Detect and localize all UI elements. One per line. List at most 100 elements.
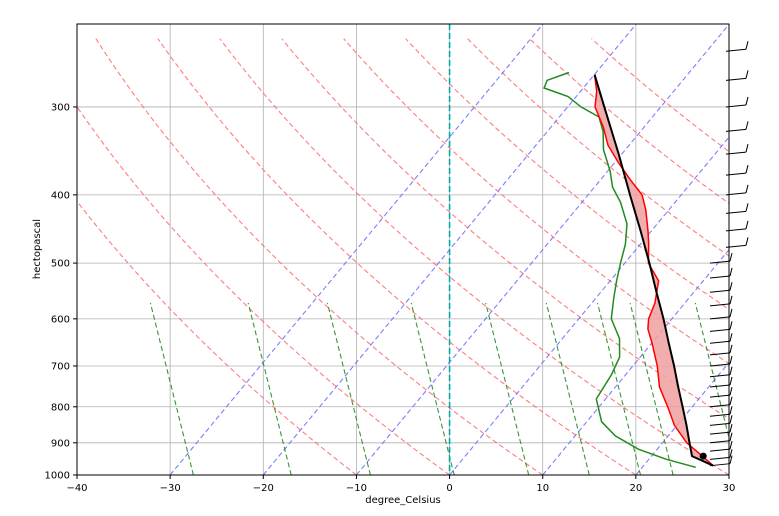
wind-barb-flag — [729, 424, 733, 433]
wind-barb-flag — [745, 165, 749, 174]
y-tick-label: 700 — [51, 361, 70, 372]
dry-adiabat-line — [343, 38, 729, 365]
wind-barb-staff — [725, 151, 747, 155]
wind-barb-flag — [729, 282, 733, 291]
mixing-ratio-line — [694, 302, 729, 441]
wind-barb-flag — [729, 252, 733, 262]
wind-barb-flag — [745, 70, 749, 79]
mixing-ratio-line — [326, 302, 371, 475]
wind-barb-staff — [709, 384, 731, 388]
x-tick-label: 0 — [446, 483, 452, 494]
wind-barb-flag — [745, 41, 749, 50]
wind-barb-staff — [709, 289, 731, 293]
wind-barb-flag — [729, 449, 733, 458]
wind-barb-staff — [709, 352, 731, 356]
wind-barb-staff — [709, 404, 731, 408]
wind-barb-flag — [729, 366, 733, 375]
temperature-line — [593, 74, 714, 467]
x-tick-label: −20 — [253, 483, 274, 494]
wind-barb-flag — [729, 376, 733, 386]
wind-barb-staff — [709, 340, 731, 344]
wind-barb-staff — [725, 48, 747, 52]
wind-barb-flag — [729, 432, 733, 441]
x-axis-label: degree_Celsius — [365, 495, 441, 506]
dry-adiabat-line — [157, 38, 637, 475]
wind-barb-flag — [729, 308, 733, 317]
mixing-ratio-line — [247, 302, 292, 475]
y-tick-label: 500 — [51, 259, 70, 270]
mixing-ratio-line — [485, 302, 530, 475]
wind-barb-flag — [745, 184, 749, 194]
wind-barb-flag — [729, 396, 733, 405]
dry-adiabat-line — [77, 200, 357, 475]
x-tick-label: 20 — [629, 483, 642, 494]
wind-barbs — [709, 41, 749, 467]
wind-barb-staff — [709, 456, 731, 460]
x-tick-label: −40 — [66, 483, 87, 494]
wind-barb-flag — [745, 237, 749, 246]
moist-adiabat-line — [728, 474, 729, 475]
y-tick-label: 900 — [51, 438, 70, 449]
wind-barb-staff — [709, 440, 731, 444]
wind-barb-flag — [729, 267, 733, 277]
wind-barb-flag — [729, 406, 733, 415]
x-tick-label: −30 — [160, 483, 181, 494]
mixing-ratio-line — [545, 302, 590, 475]
wind-barb-staff — [709, 260, 731, 264]
x-tick-label: 10 — [536, 483, 549, 494]
mixing-ratio-line — [629, 302, 674, 475]
y-tick-label: 300 — [51, 102, 70, 113]
wind-barb-flag — [745, 121, 749, 130]
wind-barb-flag — [729, 295, 733, 304]
mixing-ratio-line — [596, 302, 642, 475]
wind-barb-flag — [745, 143, 749, 153]
wind-barb-staff — [725, 228, 747, 232]
wind-barb-staff — [725, 172, 747, 176]
wind-barb-flag — [729, 321, 733, 330]
dry-adiabat-line — [77, 105, 450, 475]
moist-adiabat-line — [449, 136, 729, 475]
wind-barb-flag — [729, 386, 733, 396]
wind-barb-staff — [725, 244, 747, 248]
wind-barb-staff — [725, 104, 747, 108]
wind-barb-flag — [745, 203, 749, 212]
dry-adiabat-line — [467, 38, 729, 257]
wind-barb-staff — [709, 448, 731, 452]
wind-barb-flag — [729, 333, 733, 342]
wind-barb-staff — [709, 463, 731, 467]
wind-barb-flag — [745, 220, 749, 230]
dry-adiabat-line — [281, 38, 729, 420]
y-tick-label: 800 — [51, 402, 70, 413]
wind-barb-staff — [709, 275, 731, 279]
moist-adiabat-line — [635, 361, 729, 475]
axis-ticks: −40 −30 −20 −10 0 10 20 30 300 400 500 600 700 800 900… — [45, 102, 736, 494]
data-series — [543, 71, 714, 469]
wind-barb-staff — [709, 431, 731, 435]
wind-barb-flag — [729, 355, 733, 365]
moist-adiabat-line — [355, 24, 729, 475]
wind-barb-staff — [709, 316, 731, 320]
wind-barb-staff — [725, 77, 747, 81]
wind-barb-staff — [709, 303, 731, 307]
wind-barb-staff — [709, 363, 731, 367]
x-tick-label: −10 — [346, 483, 367, 494]
wind-barb-flag — [745, 96, 749, 106]
wind-barb-staff — [709, 422, 731, 426]
wind-barb-staff — [709, 374, 731, 378]
moist-adiabat-line — [169, 24, 544, 475]
wind-barb-staff — [725, 210, 747, 214]
wind-barb-flag — [729, 415, 733, 424]
moist-adiabat-line — [262, 24, 637, 475]
wind-barb-flag — [729, 455, 733, 464]
wind-barb-staff — [709, 394, 731, 398]
dewpoint-line — [543, 71, 696, 469]
lcl-marker — [699, 452, 707, 460]
y-tick-label: 600 — [51, 314, 70, 325]
moist-adiabat-line — [542, 248, 729, 475]
wind-barb-staff — [709, 413, 731, 417]
wind-barb-flag — [729, 344, 733, 353]
y-tick-label: 1000 — [45, 471, 70, 482]
plot-frame — [76, 23, 730, 476]
dry-adiabat-line — [95, 38, 544, 475]
